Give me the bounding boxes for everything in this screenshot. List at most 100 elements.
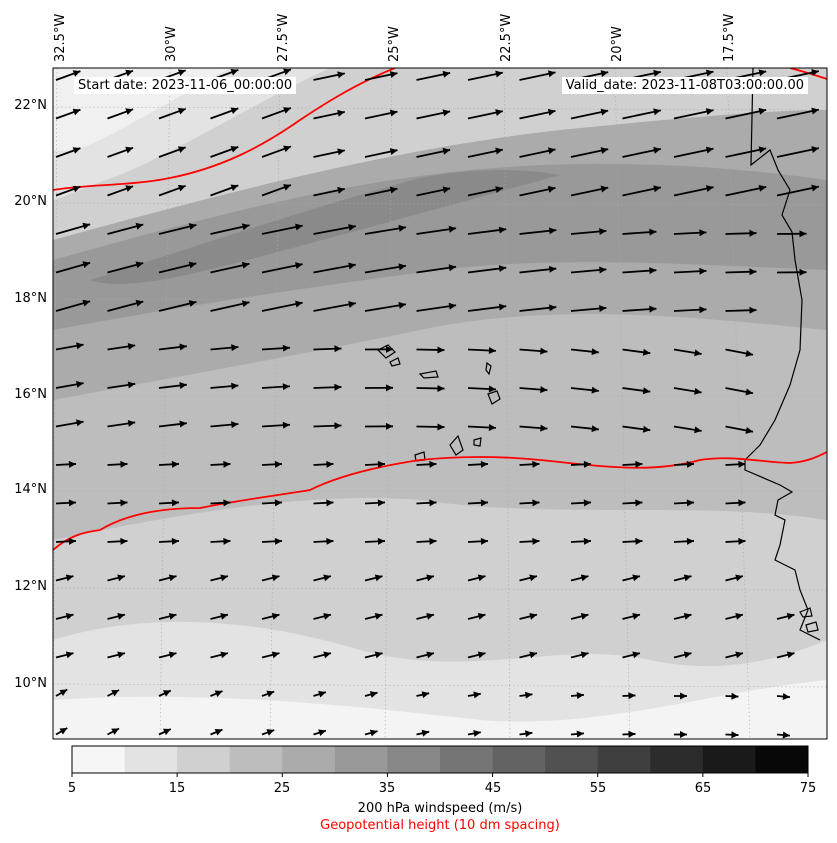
wind-vector-head [241, 223, 250, 231]
colorbar-swatch [334, 746, 388, 773]
latitude-label: 16°N [14, 387, 47, 402]
longitude-label: 20°W [610, 26, 625, 62]
wind-vector-head [76, 419, 84, 427]
wind-vector-head [111, 689, 120, 697]
longitude-label: 17.5°W [722, 13, 737, 62]
wind-vector-head [448, 264, 457, 272]
wind-vector-head [326, 499, 334, 507]
wind-vector-head [271, 651, 280, 659]
wind-vector-head [480, 499, 488, 507]
wind-vector-shaft [313, 302, 356, 312]
wind-vector-head [266, 729, 275, 736]
wind-vector-head [680, 692, 687, 700]
wind-vector-head [295, 223, 303, 231]
island-sal [485, 361, 492, 376]
colorbar [72, 746, 809, 773]
wind-vector-head [326, 460, 334, 468]
island-maio [473, 437, 482, 447]
wind-vector-head [389, 186, 398, 194]
wind-vector-head [683, 612, 692, 620]
wind-vector-shaft [776, 185, 820, 197]
wind-vector-head [532, 499, 540, 507]
wind-vector-head [529, 574, 537, 582]
wind-vector-head [171, 460, 179, 468]
wind-vector-head [337, 109, 345, 117]
wind-vector-head [694, 387, 702, 395]
wind-vector-head [437, 423, 445, 431]
wind-vector-head [488, 385, 496, 393]
wind-vector-head [749, 229, 757, 237]
wind-vector-head [649, 267, 657, 275]
wind-vector-head [374, 651, 383, 659]
wind-vector-head [220, 574, 228, 582]
wind-vector-head [323, 651, 331, 659]
wind-vector-head [540, 386, 548, 394]
wind-vector-head [421, 691, 430, 699]
latitude-label: 22°N [14, 98, 47, 113]
wind-vector-head [369, 729, 378, 737]
wind-vector-head [162, 690, 171, 697]
colorbar-swatch [492, 746, 546, 773]
colorbar-swatch [387, 746, 441, 773]
wind-vector-head [448, 302, 457, 310]
wind-vector-head [738, 460, 746, 468]
colorbar-swatch [597, 746, 651, 773]
wind-vector-head [635, 499, 643, 507]
wind-vector-head [179, 382, 187, 389]
wind-vector-head [495, 147, 503, 155]
wind-vector-head [82, 299, 91, 307]
colorbar-tick-label: 55 [589, 781, 607, 796]
wind-vector-head [177, 184, 186, 192]
wind-vector-head [68, 499, 76, 507]
wind-vector-head [495, 186, 503, 193]
colorbar-tick-label: 45 [484, 781, 502, 796]
wind-vector-head [125, 185, 134, 192]
wind-vector-head [683, 574, 692, 582]
colorbar-swatch [124, 746, 178, 773]
wind-vector-head [628, 730, 636, 738]
wind-vector-head [437, 346, 445, 354]
start-date-label: Start date: 2023-11-06_00:00:00 [74, 77, 297, 94]
wind-vector-head [782, 731, 790, 739]
longitude-label: 30°W [164, 26, 179, 62]
wind-vector-head [398, 263, 406, 271]
wind-vector-head [385, 384, 393, 392]
island-sao-nicolau [418, 370, 439, 379]
wind-vector-head [426, 612, 434, 620]
wind-vector-head [576, 691, 584, 699]
wind-vector-head [532, 537, 540, 545]
wind-vector-head [171, 537, 179, 545]
wind-vector-head [437, 384, 445, 392]
wind-vector-head [786, 612, 795, 620]
wind-vector-head [337, 148, 345, 156]
colorbar-tick-label: 35 [378, 781, 396, 796]
wind-vector-head [162, 728, 171, 736]
wind-vector-head [782, 693, 790, 701]
wind-vector-head [266, 690, 275, 698]
wind-vector-head [241, 261, 250, 269]
wind-vector-head [548, 265, 557, 273]
wind-vector-head [442, 70, 451, 78]
wind-vector-head [65, 574, 74, 582]
wind-vector-head [705, 146, 714, 154]
geopotential-contour-north [53, 68, 396, 191]
wind-vector-head [628, 692, 636, 700]
wind-vector-head [731, 692, 739, 700]
wind-vector-head [220, 612, 228, 620]
wind-vector-head [683, 651, 692, 659]
map-frame [52, 67, 828, 740]
wind-vector-head [179, 343, 187, 351]
wind-vector-head [274, 499, 282, 507]
colorbar-swatch [72, 746, 126, 773]
wind-vector-head [429, 460, 437, 468]
wind-vector-head [583, 460, 591, 468]
wind-vector-head [477, 574, 486, 582]
wind-vector-head [705, 69, 714, 77]
colorbar-swatch [440, 746, 494, 773]
wind-vector-head [120, 537, 128, 545]
wind-vector-head [135, 299, 144, 307]
wind-vector-head [398, 224, 406, 232]
wind-vector-head [76, 380, 84, 388]
wind-vector-head [599, 228, 607, 236]
wind-vector-head [326, 537, 334, 545]
